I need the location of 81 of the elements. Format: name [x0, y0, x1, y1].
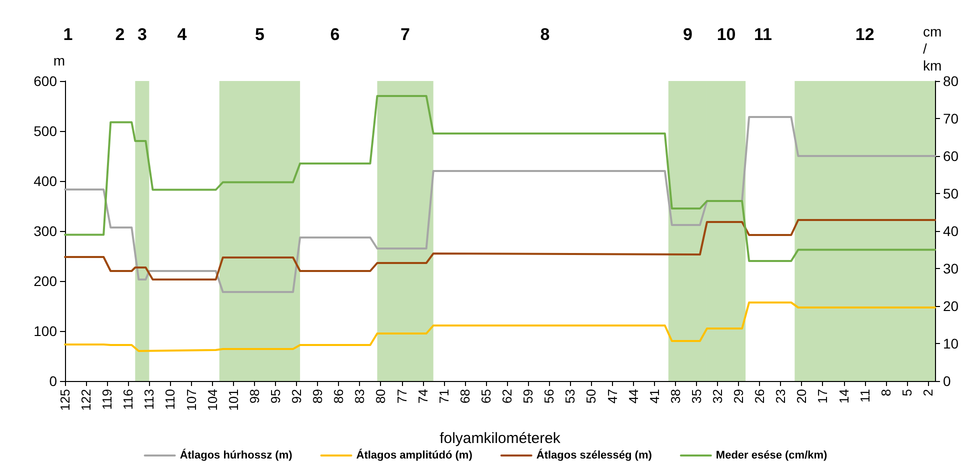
text: 4: [177, 25, 188, 44]
y-tick-label: 600: [34, 73, 58, 89]
x-tick-label: 14: [836, 389, 852, 404]
band-label: 12: [855, 25, 874, 44]
y2-tick-label: 10: [943, 336, 959, 352]
x-tick-label: 110: [162, 389, 178, 410]
x-tick-label: 65: [478, 389, 494, 404]
x-tick-label: 47: [604, 389, 620, 404]
x-tick-label: 104: [204, 389, 220, 411]
x-tick-label: 29: [731, 389, 746, 404]
text: 8: [540, 25, 550, 44]
band-label: 10: [716, 25, 736, 44]
text: 11: [754, 25, 772, 44]
x-tick-label: 59: [520, 389, 536, 404]
y2-tick-label: 0: [943, 373, 951, 389]
x-tick-label: 83: [352, 389, 368, 404]
x-tick-label: 68: [457, 389, 472, 404]
x-tick-label: 26: [752, 389, 768, 404]
x-tick-label: 125: [58, 389, 72, 411]
x-tick-label: 11: [857, 389, 872, 402]
y2-tick-label: 60: [943, 148, 959, 164]
x-tick-label: 86: [331, 389, 346, 404]
x-tick-label: 8: [878, 389, 894, 396]
x-tick-label: 23: [773, 389, 788, 404]
x-tick-label: 116: [120, 389, 136, 410]
line-series: [64, 219, 936, 280]
y-tick-label: 100: [34, 323, 58, 339]
y2-tick-label: 70: [943, 110, 959, 126]
x-tick-label: 92: [289, 389, 304, 404]
band-label: 3: [137, 25, 147, 44]
x-tick-label: 17: [815, 389, 830, 404]
x-tick-label: 53: [562, 389, 578, 404]
y2-tick-label: 20: [943, 298, 959, 314]
band-label: 7: [400, 25, 410, 44]
line-series: [64, 116, 936, 293]
y-tick-label: 400: [34, 173, 58, 189]
x-tick-label: 71: [436, 389, 452, 404]
x-tick-label: 80: [373, 389, 388, 404]
y-tick-label: 500: [34, 123, 58, 139]
x-tick-label: 98: [246, 389, 262, 404]
line-series: [64, 95, 936, 262]
x-tick-label: 20: [794, 389, 810, 404]
y-axis-title: m: [53, 52, 65, 68]
x-tick-label: 38: [668, 389, 683, 404]
x-tick-label: 56: [542, 389, 557, 404]
x-tick-label: 44: [626, 389, 641, 404]
x-tick-label: 122: [78, 389, 94, 411]
x-tick-label: 50: [584, 389, 599, 404]
x-tick-label: 119: [100, 389, 115, 410]
text: 6: [330, 25, 340, 44]
x-tick-label: 5: [899, 389, 914, 396]
x-axis-title: folyamkilométerek: [440, 430, 561, 447]
y2-tick-label: 40: [943, 223, 959, 239]
x-tick-label: 101: [226, 389, 241, 411]
y-tick-label: 200: [34, 273, 58, 289]
x-tick-label: 2: [920, 389, 936, 396]
y-tick-label: 300: [34, 223, 58, 239]
legend-label: Meder esése (cm/km): [716, 450, 828, 462]
y2-tick-label: 80: [943, 73, 959, 89]
legend-label: Átlagos húrhossz (m): [180, 448, 293, 462]
x-tick-label: 35: [688, 389, 704, 404]
text: 2: [115, 25, 125, 44]
x-tick-label: 113: [142, 389, 157, 410]
x-tick-label: 107: [184, 389, 199, 411]
x-tick-label: 62: [500, 389, 515, 404]
x-tick-label: 74: [415, 389, 430, 404]
x-tick-label: 32: [710, 389, 725, 404]
y2-axis-title: cm / km: [923, 24, 942, 74]
y2-tick-label: 30: [943, 260, 959, 276]
y2-tick-label: 50: [943, 186, 959, 202]
x-tick-label: 41: [646, 389, 662, 404]
legend-label: Átlagos szélesség (m): [536, 448, 652, 462]
text: 1: [63, 25, 73, 44]
x-tick-label: 95: [268, 389, 283, 404]
line-series: [64, 302, 936, 352]
legend-label: Átlagos amplitúdó (m): [356, 448, 473, 462]
x-tick-label: 77: [394, 389, 410, 404]
band-label: 9: [682, 25, 692, 44]
band-label: 5: [254, 25, 264, 44]
y-tick-label: 0: [49, 373, 58, 389]
x-tick-label: 89: [310, 389, 326, 404]
